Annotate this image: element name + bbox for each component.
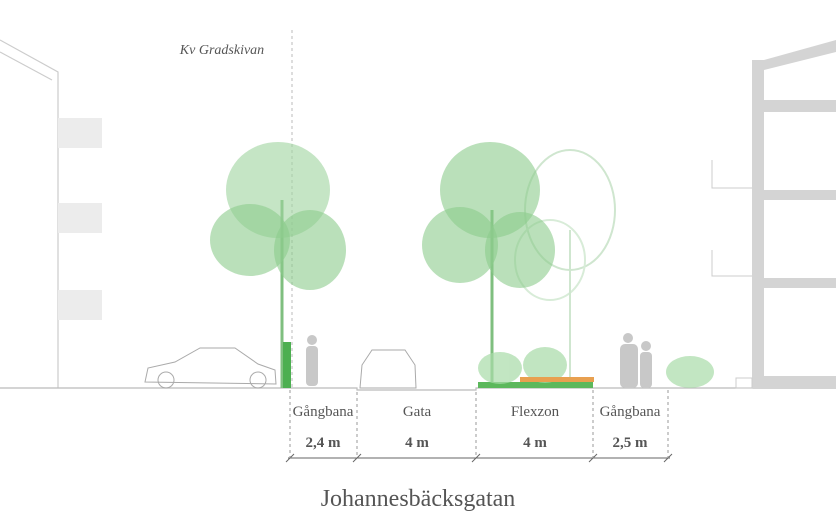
- balconies: [712, 160, 752, 388]
- zone-label: Gångbana: [600, 404, 661, 420]
- dimension-line: [286, 454, 672, 462]
- zone-width: 4 m: [523, 435, 547, 451]
- zone-width: 2,5 m: [613, 435, 649, 451]
- zone-label: Flexzon: [511, 404, 560, 420]
- zone-dividers: [290, 390, 668, 458]
- zone-width: 2,4 m: [306, 435, 342, 451]
- zone-label: Gata: [403, 404, 432, 420]
- people: [306, 333, 652, 388]
- ground: [0, 388, 836, 390]
- right-building: [752, 40, 836, 388]
- zone-label: Gångbana: [293, 404, 354, 420]
- block-label: Kv Gradskivan: [179, 43, 264, 58]
- bench: [520, 377, 594, 382]
- street-name: Johannesbäcksgatan: [321, 486, 516, 512]
- street-section: Kv Gradskivan: [0, 0, 836, 521]
- shrubs: [478, 347, 714, 388]
- zone-width: 4 m: [405, 435, 429, 451]
- left-building: [0, 40, 58, 388]
- left-windows: [58, 118, 102, 320]
- tree: [210, 142, 346, 388]
